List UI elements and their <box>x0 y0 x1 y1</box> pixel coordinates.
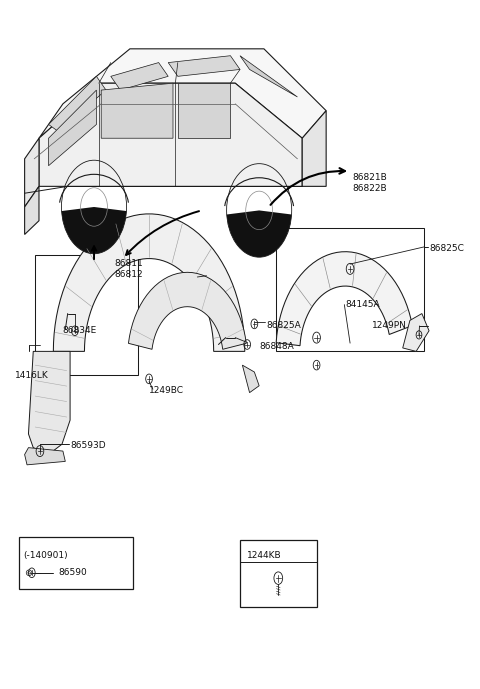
Polygon shape <box>240 56 298 97</box>
Polygon shape <box>242 365 259 393</box>
Polygon shape <box>39 83 302 186</box>
Polygon shape <box>111 63 168 90</box>
Text: $\circledcirc$: $\circledcirc$ <box>24 567 33 578</box>
Polygon shape <box>28 351 70 455</box>
Text: 84145A: 84145A <box>345 300 380 309</box>
Polygon shape <box>48 76 106 132</box>
Text: (-140901): (-140901) <box>24 551 68 560</box>
Text: 1244KB: 1244KB <box>247 551 282 560</box>
Polygon shape <box>178 83 230 138</box>
Polygon shape <box>168 56 240 76</box>
Wedge shape <box>227 210 291 257</box>
Polygon shape <box>24 448 65 465</box>
Polygon shape <box>129 272 246 349</box>
Text: 1249PN: 1249PN <box>372 322 407 331</box>
Text: 86834E: 86834E <box>62 327 96 336</box>
Text: 86825C: 86825C <box>429 244 464 253</box>
Text: 86590: 86590 <box>58 568 87 577</box>
Text: 1249BC: 1249BC <box>149 386 184 395</box>
Text: 86848A: 86848A <box>259 342 294 351</box>
Polygon shape <box>302 111 326 186</box>
Text: 86825A: 86825A <box>266 321 301 330</box>
Polygon shape <box>39 49 326 138</box>
Text: 86811
86812: 86811 86812 <box>115 259 144 278</box>
Polygon shape <box>101 83 173 138</box>
Text: —: — <box>32 568 42 578</box>
Wedge shape <box>61 207 126 254</box>
Text: 86821B
86822B: 86821B 86822B <box>352 173 387 193</box>
Polygon shape <box>48 90 96 166</box>
Polygon shape <box>53 214 245 351</box>
Polygon shape <box>24 186 39 234</box>
Polygon shape <box>276 251 412 346</box>
Text: 1416LK: 1416LK <box>15 371 49 380</box>
Polygon shape <box>403 313 429 351</box>
Text: 86593D: 86593D <box>70 441 106 450</box>
Polygon shape <box>24 138 39 207</box>
